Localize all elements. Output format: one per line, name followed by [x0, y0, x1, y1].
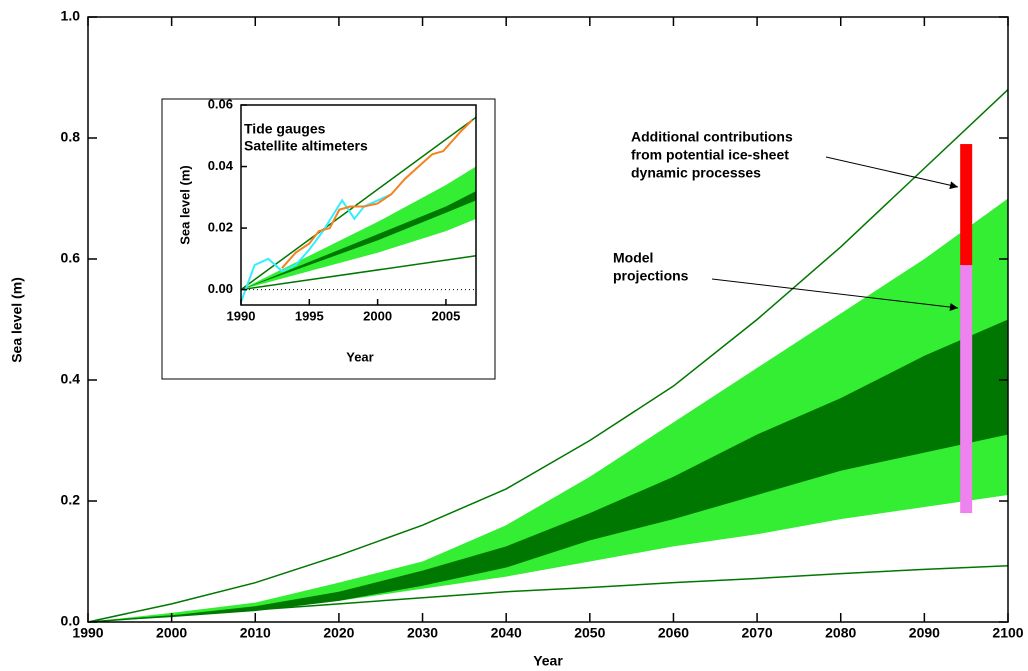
bar: [960, 144, 973, 266]
y-tick-label: 0.00: [208, 281, 233, 296]
y-tick-label: 0.4: [61, 371, 81, 387]
x-tick-label: 2050: [574, 625, 605, 641]
annotation: Model: [613, 250, 653, 266]
line: [240, 255, 477, 291]
plot-frame: [87, 16, 1009, 623]
legend-label: Tide gauges: [244, 121, 326, 137]
line: [87, 564, 1009, 623]
x-tick-label: 2100: [992, 625, 1023, 641]
x-tick-label: 1990: [72, 625, 103, 641]
y-tick-label: 1.0: [61, 8, 81, 24]
y-tick-label: 0.04: [208, 158, 234, 173]
bar: [960, 265, 973, 514]
band: [88, 319, 1008, 622]
y-tick-label: 0.2: [61, 492, 81, 508]
y-tick-label: 0.8: [61, 129, 81, 145]
x-axis-label: Year: [533, 653, 563, 669]
inset-frame: [161, 98, 496, 380]
x-tick-label: 2000: [363, 308, 392, 323]
x-tick-label: 2080: [825, 625, 856, 641]
plot-frame: [240, 104, 477, 306]
x-tick-label: 2090: [909, 625, 940, 641]
x-tick-label: 2070: [742, 625, 773, 641]
y-axis-label: Sea level (m): [177, 165, 192, 245]
arrow: [825, 156, 959, 190]
annotation: Additional contributions: [631, 129, 793, 145]
x-tick-label: 2060: [658, 625, 689, 641]
y-tick-label: 0.0: [61, 613, 81, 629]
x-tick-label: 2010: [240, 625, 271, 641]
annotation: from potential ice-sheet: [631, 147, 789, 163]
band: [241, 166, 476, 290]
arrow: [711, 278, 959, 312]
annotation: dynamic processes: [631, 165, 761, 181]
legend-label: Satellite altimeters: [244, 138, 368, 154]
y-tick-label: 0.6: [61, 250, 81, 266]
x-tick-label: 2040: [491, 625, 522, 641]
y-tick-label: 0.02: [208, 220, 233, 235]
band: [88, 198, 1008, 622]
x-tick-label: 2000: [156, 625, 187, 641]
x-axis-label: Year: [346, 349, 373, 364]
x-tick-label: 2030: [407, 625, 438, 641]
y-axis-label: Sea level (m): [9, 277, 25, 363]
line: [240, 116, 477, 291]
main-chart: 1990 2000 2010 2020 2030 2040 2050 2060 2070 2080…: [9, 8, 1024, 669]
x-tick-label: 1995: [295, 308, 324, 323]
x-tick-label: 1990: [227, 308, 256, 323]
line: [87, 89, 1009, 623]
annotation: projections: [613, 268, 689, 284]
line: [281, 119, 473, 269]
y-tick-label: 0.06: [208, 96, 233, 111]
x-tick-label: 2005: [431, 308, 460, 323]
x-tick-label: 2020: [323, 625, 354, 641]
